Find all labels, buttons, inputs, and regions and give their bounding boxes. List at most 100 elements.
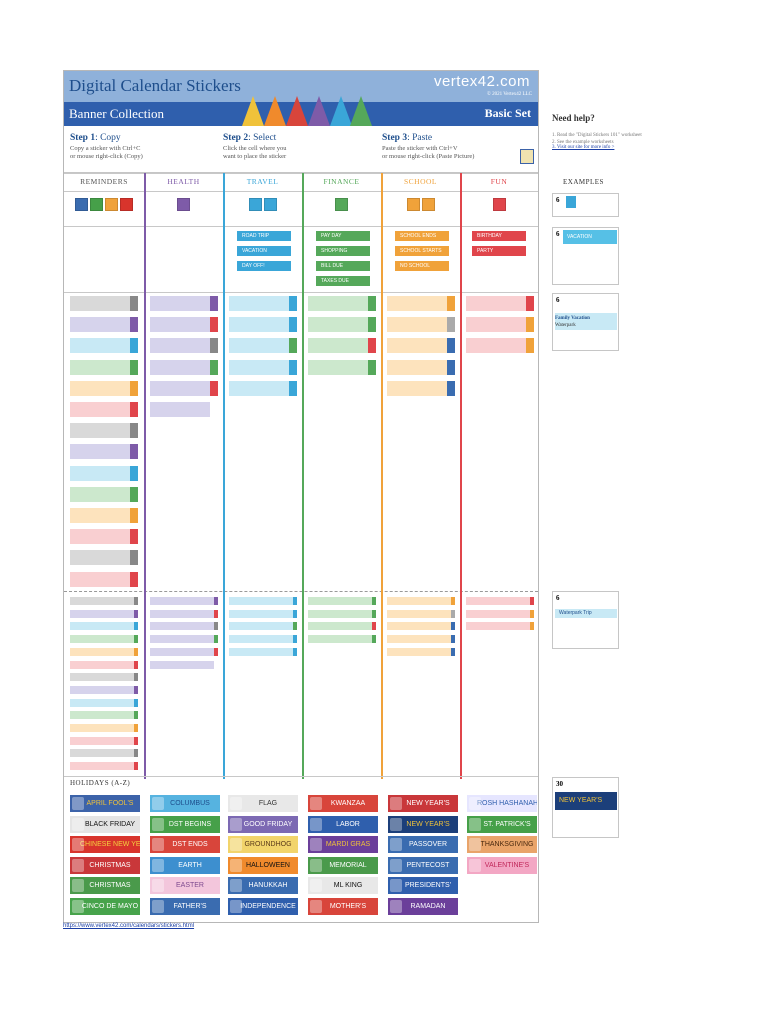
small-banner-sticker[interactable] [70, 673, 138, 682]
blank-banner-sticker[interactable] [387, 296, 455, 311]
blank-banner-sticker[interactable] [229, 359, 297, 375]
small-banner-sticker[interactable] [70, 749, 138, 758]
blank-banner-sticker[interactable] [70, 402, 138, 417]
blank-banner-sticker[interactable] [70, 359, 138, 375]
blank-banner-sticker[interactable] [150, 402, 218, 417]
small-banner-sticker[interactable] [387, 647, 455, 656]
example-cell[interactable]: 30 NEW YEAR'S [552, 777, 619, 838]
holiday-sticker[interactable]: ST. PATRICK'S [467, 815, 537, 833]
holiday-sticker[interactable]: FATHER'S [150, 898, 220, 915]
label-sticker[interactable]: NO SCHOOL [395, 261, 449, 271]
small-banner-sticker[interactable] [150, 622, 218, 631]
holiday-sticker[interactable]: MARDI GRAS [308, 836, 378, 854]
example-cell[interactable]: 6 [552, 193, 619, 217]
small-banner-sticker[interactable] [229, 635, 297, 644]
small-banner-sticker[interactable] [229, 622, 297, 631]
blank-banner-sticker[interactable] [387, 317, 455, 333]
small-banner-sticker[interactable] [70, 622, 138, 631]
holiday-sticker[interactable]: MEMORIAL [308, 856, 378, 874]
blank-banner-sticker[interactable] [387, 359, 455, 375]
sticker-icon[interactable] [248, 198, 262, 211]
holiday-sticker[interactable]: EARTH [150, 856, 220, 874]
blank-banner-sticker[interactable] [387, 338, 455, 354]
label-sticker[interactable]: BIRTHDAY [472, 231, 526, 241]
blank-banner-sticker[interactable] [70, 486, 138, 502]
sticker-icon[interactable] [492, 198, 506, 211]
sticker-icon[interactable] [105, 198, 118, 211]
blank-banner-sticker[interactable] [150, 338, 218, 354]
holiday-sticker[interactable]: MOTHER'S [308, 898, 378, 915]
label-sticker[interactable]: PAY DAY [316, 231, 370, 241]
sticker-icon[interactable] [263, 198, 277, 211]
holiday-sticker[interactable]: CHINESE NEW YEAR [70, 836, 140, 854]
holiday-sticker[interactable]: ML KING [308, 877, 378, 895]
small-banner-sticker[interactable] [70, 685, 138, 694]
label-sticker[interactable]: DAY OFF! [237, 261, 291, 271]
small-banner-sticker[interactable] [466, 622, 534, 631]
holiday-sticker[interactable]: THANKSGIVING [467, 836, 537, 854]
small-banner-sticker[interactable] [308, 609, 376, 618]
holiday-sticker[interactable]: DST BEGINS [150, 815, 220, 833]
small-banner-sticker[interactable] [229, 609, 297, 618]
label-sticker[interactable]: SHOPPING [316, 246, 370, 256]
blank-banner-sticker[interactable] [308, 359, 376, 375]
holiday-sticker[interactable]: FLAG [228, 795, 298, 812]
holiday-sticker[interactable]: EASTER [150, 877, 220, 895]
small-banner-sticker[interactable] [308, 622, 376, 631]
holiday-sticker[interactable]: COLUMBUS [150, 795, 220, 812]
blank-banner-sticker[interactable] [70, 550, 138, 566]
holiday-sticker[interactable]: HALLOWEEN [228, 856, 298, 874]
small-banner-sticker[interactable] [70, 762, 138, 771]
blank-banner-sticker[interactable] [229, 380, 297, 396]
blank-banner-sticker[interactable] [70, 444, 138, 460]
holiday-sticker[interactable]: GOOD FRIDAY [228, 815, 298, 833]
sticker-icon[interactable] [75, 198, 88, 211]
small-banner-sticker[interactable] [466, 609, 534, 618]
sticker-icon[interactable] [90, 198, 103, 211]
blank-banner-sticker[interactable] [70, 317, 138, 333]
holiday-sticker[interactable]: CHRISTMAS [70, 877, 140, 895]
small-banner-sticker[interactable] [70, 609, 138, 618]
small-banner-sticker[interactable] [70, 597, 138, 605]
small-banner-sticker[interactable] [70, 635, 138, 644]
holiday-sticker[interactable]: APRIL FOOL'S [70, 795, 140, 812]
small-banner-sticker[interactable] [308, 635, 376, 644]
blank-banner-sticker[interactable] [70, 571, 138, 587]
blank-banner-sticker[interactable] [70, 529, 138, 545]
example-cell[interactable]: 6 VACATION [552, 227, 619, 285]
small-banner-sticker[interactable] [150, 647, 218, 656]
holiday-sticker[interactable]: PASSOVER [388, 836, 458, 854]
label-sticker[interactable]: SCHOOL ENDS [395, 231, 449, 241]
label-sticker[interactable]: VACATION [237, 246, 291, 256]
holiday-sticker[interactable]: VALENTINE'S [467, 856, 537, 874]
holiday-sticker[interactable]: CINCO DE MAYO [70, 898, 140, 915]
blank-banner-sticker[interactable] [150, 359, 218, 375]
label-sticker[interactable]: BILL DUE [316, 261, 370, 271]
holiday-sticker[interactable]: NEW YEAR'S [388, 795, 458, 812]
blank-banner-sticker[interactable] [466, 317, 534, 333]
small-banner-sticker[interactable] [70, 736, 138, 745]
help-link[interactable]: 3. Visit our site for more info > [552, 145, 615, 150]
holiday-sticker[interactable]: PENTECOST [388, 856, 458, 874]
sticker-icon[interactable] [177, 198, 190, 211]
blank-banner-sticker[interactable] [466, 296, 534, 311]
blank-banner-sticker[interactable] [466, 338, 534, 354]
small-banner-sticker[interactable] [70, 711, 138, 720]
sticker-icon[interactable] [120, 198, 133, 211]
example-cell[interactable]: 6 Family Vacation Waterpark [552, 293, 619, 351]
blank-banner-sticker[interactable] [387, 380, 455, 396]
holiday-sticker[interactable]: LABOR [308, 815, 378, 833]
small-banner-sticker[interactable] [387, 635, 455, 644]
blank-banner-sticker[interactable] [70, 296, 138, 311]
small-banner-sticker[interactable] [150, 597, 218, 605]
holiday-sticker[interactable]: INDEPENDENCE [228, 898, 298, 915]
holiday-sticker[interactable]: ROSH HASHANAH [467, 795, 537, 812]
blank-banner-sticker[interactable] [150, 317, 218, 333]
holiday-sticker[interactable]: PRESIDENTS' [388, 877, 458, 895]
holiday-sticker[interactable]: NEW YEAR'S [388, 815, 458, 833]
blank-banner-sticker[interactable] [308, 317, 376, 333]
small-banner-sticker[interactable] [229, 647, 297, 656]
blank-banner-sticker[interactable] [308, 338, 376, 354]
example-cell[interactable]: 6 Waterpark Trip [552, 591, 619, 649]
blank-banner-sticker[interactable] [229, 296, 297, 311]
